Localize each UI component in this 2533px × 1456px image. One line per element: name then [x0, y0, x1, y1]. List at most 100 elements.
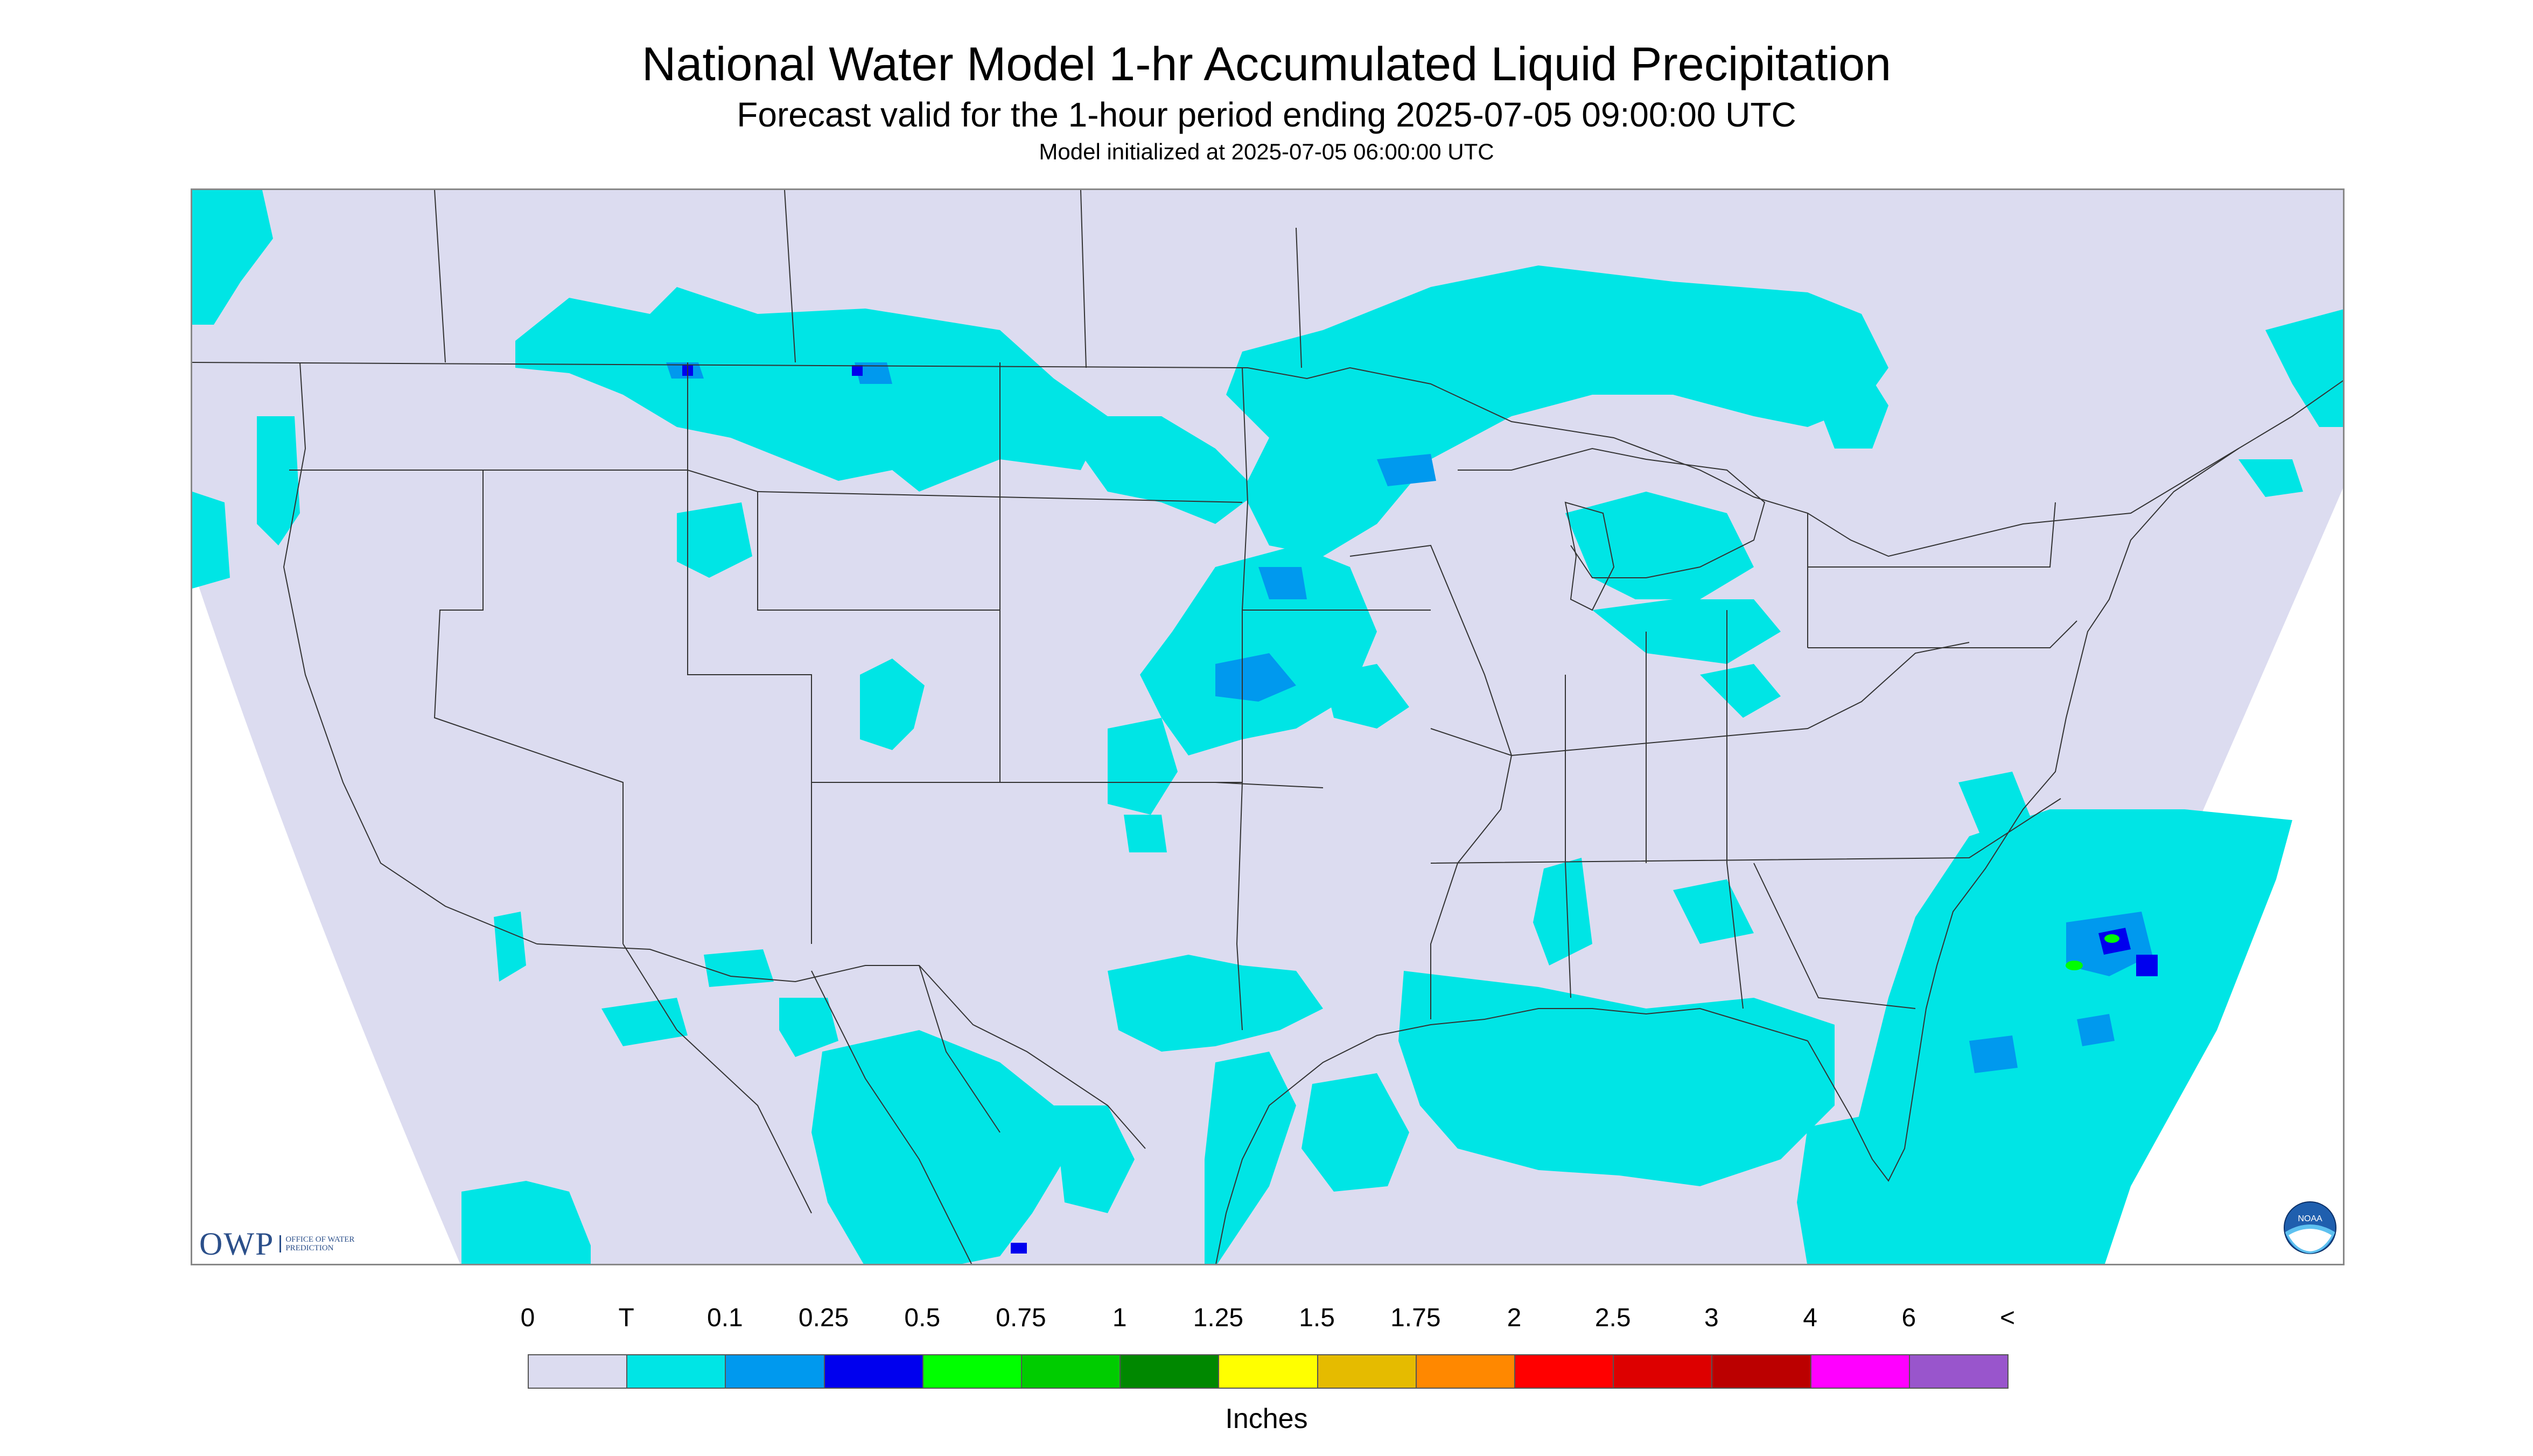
- model-init-line: Model initialized at 2025-07-05 06:00:00…: [1039, 139, 1494, 164]
- map-canvas: [192, 190, 2343, 1264]
- legend-label: 6: [1901, 1304, 1916, 1332]
- legend-color-swatch: [725, 1354, 825, 1389]
- legend-color-swatch: [1021, 1354, 1121, 1389]
- precip-area-oregon-coast: [192, 492, 230, 589]
- legend-units: Inches: [1225, 1403, 1308, 1434]
- owp-logo: OWP OFFICE OF WATER PREDICTION: [199, 1222, 361, 1265]
- state-line-18: [1808, 502, 2056, 568]
- state-line-3: [433, 470, 624, 944]
- state-line-14: [1726, 610, 1744, 1009]
- map-subtitle: Forecast valid for the 1-hour period end…: [737, 95, 1796, 134]
- precip-area-oklahoma: [1124, 815, 1167, 852]
- heavy-precip-atlantic-1: [2104, 934, 2119, 943]
- canada-us-border: [192, 362, 2343, 557]
- precip-area-sonora: [601, 998, 688, 1046]
- precip-area-alabama: [1533, 858, 1592, 965]
- light-precip-montana: [855, 362, 892, 384]
- precip-area-mexico-coast: [1054, 1105, 1135, 1213]
- owp-mark: OWP: [199, 1226, 275, 1262]
- legend-label: 0: [520, 1304, 535, 1332]
- precip-area-pacific-coast: [257, 416, 300, 545]
- precip-area-texas: [1108, 955, 1323, 1052]
- mexico-state-3: [919, 965, 1000, 1133]
- heavy-precip-areas: [2066, 934, 2119, 970]
- legend-color-swatch: [1415, 1354, 1515, 1389]
- state-line-5: [1236, 367, 1249, 1031]
- legend-color-swatch: [528, 1354, 628, 1389]
- legend-label: 1.25: [1193, 1304, 1244, 1332]
- moderate-precip-areas: [682, 365, 2158, 1254]
- precip-area-nova-scotia: [2265, 309, 2343, 427]
- legend-label: 0.5: [904, 1304, 941, 1332]
- moderate-precip-montana: [852, 365, 863, 376]
- precip-area-michigan: [1565, 492, 1754, 599]
- legend-color-swatch: [1711, 1354, 1811, 1389]
- precip-area-lake-erie: [1592, 599, 1781, 664]
- political-borders: [192, 190, 2343, 1264]
- legend-label: 0.75: [996, 1304, 1046, 1332]
- precip-area-new-mexico: [704, 949, 774, 987]
- precip-area-iowa-missouri: [1140, 545, 1377, 755]
- light-precip-iowa: [1215, 653, 1296, 702]
- noaa-logo: NOAA: [2284, 1201, 2336, 1254]
- heavy-precip-atlantic-2: [2066, 961, 2083, 970]
- legend-label: 0.1: [707, 1304, 743, 1332]
- precip-area-gulf-central: [1398, 971, 1835, 1186]
- great-lakes-shore: [1458, 447, 1766, 578]
- canada-province-2: [784, 190, 796, 363]
- legend-label: 2.5: [1594, 1304, 1631, 1332]
- state-line-19: [1430, 728, 1512, 756]
- legend-label: 4: [1803, 1304, 1817, 1332]
- legend-color-swatch: [1810, 1354, 1910, 1389]
- precip-area-chihuahua: [779, 998, 838, 1057]
- precipitation-map: [191, 188, 2345, 1265]
- light-precip-atlantic-south: [1969, 1035, 2018, 1073]
- canada-province-3: [1080, 190, 1087, 368]
- precip-area-colorado: [860, 659, 925, 750]
- precip-area-atlantic: [1835, 809, 2292, 1264]
- precip-area-missouri: [1323, 664, 1409, 729]
- canada-province-1: [434, 190, 446, 363]
- precip-color-legend: 0 T 0.1 0.25 0.5 0.75 1 1.25 1.5 1.75 2 2.5 3 4 6 <: [521, 1303, 2015, 1411]
- precip-area-kansas: [1108, 718, 1178, 815]
- precip-area-maine-coast: [2238, 459, 2303, 497]
- precip-area-baja: [461, 1181, 591, 1264]
- legend-color-swatch: [1908, 1354, 2009, 1389]
- light-precip-atlantic-east: [2077, 1014, 2115, 1046]
- legend-color-swatch: [1218, 1354, 1318, 1389]
- light-precip-minnesota: [1377, 454, 1436, 486]
- noaa-mark: NOAA: [2298, 1214, 2322, 1223]
- precip-area-gulf-east: [1797, 1116, 1888, 1264]
- state-line-17: [1808, 620, 2077, 648]
- state-line-15: [1753, 863, 1916, 1009]
- legend-color-swatch: [626, 1354, 726, 1389]
- legend-color-swatch: [922, 1354, 1022, 1389]
- state-line-12: [1565, 675, 1571, 998]
- light-precip-nebraska: [1258, 567, 1307, 599]
- precip-area-northwest: [192, 190, 273, 325]
- moderate-precip-atlantic-2: [2136, 955, 2158, 976]
- atlantic-coast: [1807, 448, 2239, 1182]
- precip-area-northern-rockies: [515, 287, 1108, 492]
- us-mexico-border: [536, 943, 1146, 1149]
- legend-label: 1.75: [1390, 1304, 1441, 1332]
- moderate-precip-mexico: [1011, 1243, 1027, 1254]
- legend-color-swatch: [1119, 1354, 1220, 1389]
- canada-province-4: [1296, 227, 1302, 368]
- state-line-2: [687, 362, 812, 944]
- precip-area-north-atlantic: [1808, 362, 1888, 449]
- mexico-state-2: [811, 970, 972, 1264]
- owp-full-name: OFFICE OF WATER PREDICTION: [279, 1235, 361, 1252]
- legend-color-swatch: [1613, 1354, 1713, 1389]
- state-line-6: [757, 491, 1243, 503]
- precip-area-texas-coast: [1205, 1052, 1296, 1264]
- mexico-state-1: [622, 943, 812, 1214]
- map-title: National Water Model 1-hr Accumulated Li…: [641, 37, 1892, 90]
- legend-color-swatch: [823, 1354, 923, 1389]
- legend-color-swatch: [1317, 1354, 1417, 1389]
- legend-label: 1: [1112, 1304, 1127, 1332]
- precip-area-ohio-valley: [1700, 664, 1781, 718]
- precip-area-montana-patch: [677, 502, 752, 578]
- legend-color-swatch: [1514, 1354, 1614, 1389]
- legend-label: 2: [1507, 1304, 1522, 1332]
